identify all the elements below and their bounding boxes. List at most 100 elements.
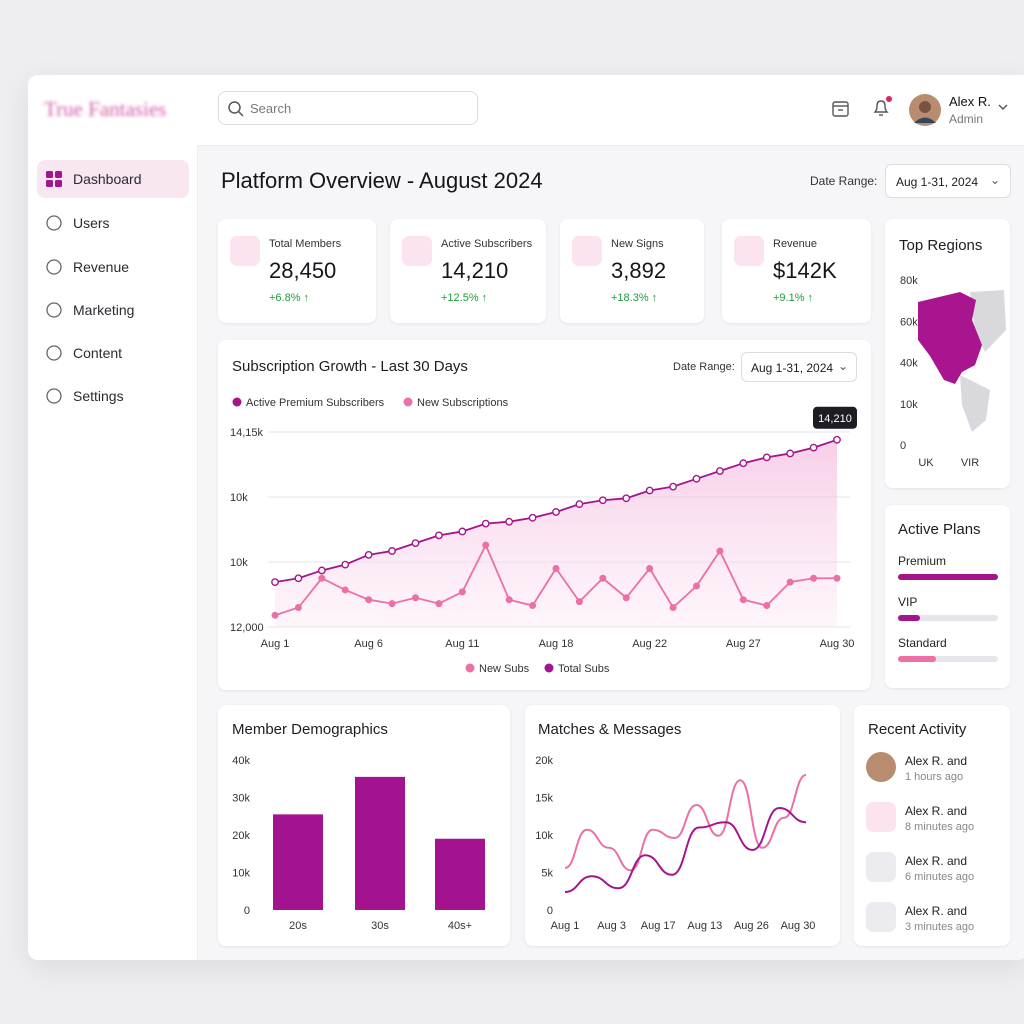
legend-swatch: [544, 663, 554, 673]
activity-icon: [866, 902, 896, 932]
point: [763, 602, 771, 610]
activity-name: Alex R. and: [905, 904, 968, 918]
plan-track: [898, 615, 998, 621]
stat-change: +9.1% ↑: [773, 292, 814, 304]
point: [575, 598, 583, 606]
legend-swatch: [465, 663, 475, 673]
user-name: Alex R.: [949, 94, 991, 109]
y-axis-label: 10k: [900, 399, 918, 411]
point: [692, 474, 701, 483]
point: [599, 574, 607, 582]
search-placeholder: Search: [250, 101, 292, 116]
plans-title: Active Plans: [898, 521, 981, 538]
point: [786, 578, 794, 586]
point: [575, 500, 584, 509]
point: [411, 539, 420, 548]
point: [318, 574, 326, 582]
point: [739, 596, 747, 604]
x-axis-label: Aug 18: [539, 638, 574, 650]
demographics-title: Member Demographics: [232, 721, 388, 738]
search-icon: [228, 101, 244, 117]
subscription-date-label: Date Range:: [673, 361, 735, 373]
legend-swatch: [403, 397, 413, 407]
x-tick-label: Aug 1: [551, 920, 580, 932]
stat-change: +12.5% ↑: [441, 292, 488, 304]
search-box[interactable]: Search: [218, 91, 478, 125]
nav-item[interactable]: Revenue: [37, 248, 189, 286]
y-axis-label: 14,15k: [230, 427, 264, 439]
user-menu-caret[interactable]: [997, 103, 1009, 113]
point: [388, 600, 396, 608]
point: [833, 574, 841, 582]
nav-item[interactable]: Users: [37, 204, 189, 242]
x-axis-label: UK: [918, 457, 934, 469]
bar: [355, 776, 405, 910]
nav-icon: [46, 345, 62, 361]
date-range-select[interactable]: Aug 1-31, 2024 ⌄: [885, 164, 1011, 198]
y-axis-label: 60k: [900, 316, 918, 328]
x-axis-label: VIR: [961, 457, 979, 469]
x-axis-label: Aug 30: [820, 638, 855, 650]
point: [645, 486, 654, 495]
point: [810, 574, 818, 582]
point: [271, 611, 279, 619]
nav-item[interactable]: Dashboard: [37, 160, 189, 198]
stat-label: Revenue: [773, 238, 818, 250]
regions-title: Top Regions: [899, 237, 983, 254]
legend-label: Total Subs: [558, 663, 610, 675]
stat-value: 3,892: [611, 258, 667, 283]
stat-change: +6.8% ↑: [269, 292, 310, 304]
activity-name: Alex R. and: [905, 754, 968, 768]
point: [669, 482, 677, 491]
top-bar: Search Alex R. Admin: [197, 75, 1024, 146]
y-axis-label: 0: [900, 440, 906, 452]
avatar[interactable]: [909, 94, 941, 126]
inbox-icon[interactable]: [831, 99, 851, 119]
nav-icon: [46, 171, 62, 187]
plan-label: Premium: [898, 554, 946, 568]
matches-title: Matches & Messages: [538, 721, 682, 738]
date-range-value: Aug 1-31, 2024: [896, 175, 979, 189]
legend-label: New Subscriptions: [417, 397, 509, 409]
nav-item[interactable]: Settings: [37, 377, 189, 415]
nav-item[interactable]: Marketing: [37, 291, 189, 329]
matches-card: [525, 705, 840, 946]
activity-title: Recent Activity: [868, 721, 967, 738]
nav-item[interactable]: Content: [37, 334, 189, 372]
y-tick-label: 15k: [535, 793, 553, 805]
point: [341, 586, 349, 594]
x-axis-label: Aug 11: [445, 638, 479, 650]
logo: True Fantasies: [44, 97, 167, 121]
y-axis-label: 10k: [230, 492, 248, 504]
legend-swatch: [232, 397, 242, 407]
point: [294, 604, 302, 612]
point: [435, 531, 443, 540]
point: [388, 547, 396, 555]
subscription-date-select[interactable]: Aug 1-31, 2024 ⌄: [741, 352, 857, 382]
stat-change: +18.3% ↑: [611, 292, 658, 304]
line: [564, 774, 807, 872]
subscription-title: Subscription Growth - Last 30 Days: [232, 358, 468, 375]
point: [739, 459, 748, 468]
activity-time: 6 minutes ago: [905, 871, 975, 883]
page-title: Platform Overview - August 2024: [221, 168, 543, 193]
x-tick-label: Aug 30: [781, 920, 816, 932]
user-role: Admin: [949, 112, 984, 126]
area: [275, 439, 837, 627]
legend-label: Active Premium Subscribers: [246, 397, 385, 409]
y-tick-label: 20k: [232, 830, 250, 842]
x-tick-label: Aug 13: [687, 920, 722, 932]
plan-bar: [898, 574, 998, 580]
nav-icon: [46, 302, 62, 318]
activity-icon: [866, 852, 896, 882]
stat-value: $142K: [773, 258, 837, 283]
point: [552, 508, 560, 516]
bell-icon[interactable]: [870, 95, 894, 119]
activity-avatar: [866, 752, 896, 782]
stat-label: New Signs: [611, 238, 664, 250]
point: [622, 594, 630, 602]
x-axis-label: Aug 6: [354, 638, 383, 650]
point: [528, 513, 537, 522]
stat-card: New Signs 3,892 +18.3% ↑: [560, 219, 704, 323]
